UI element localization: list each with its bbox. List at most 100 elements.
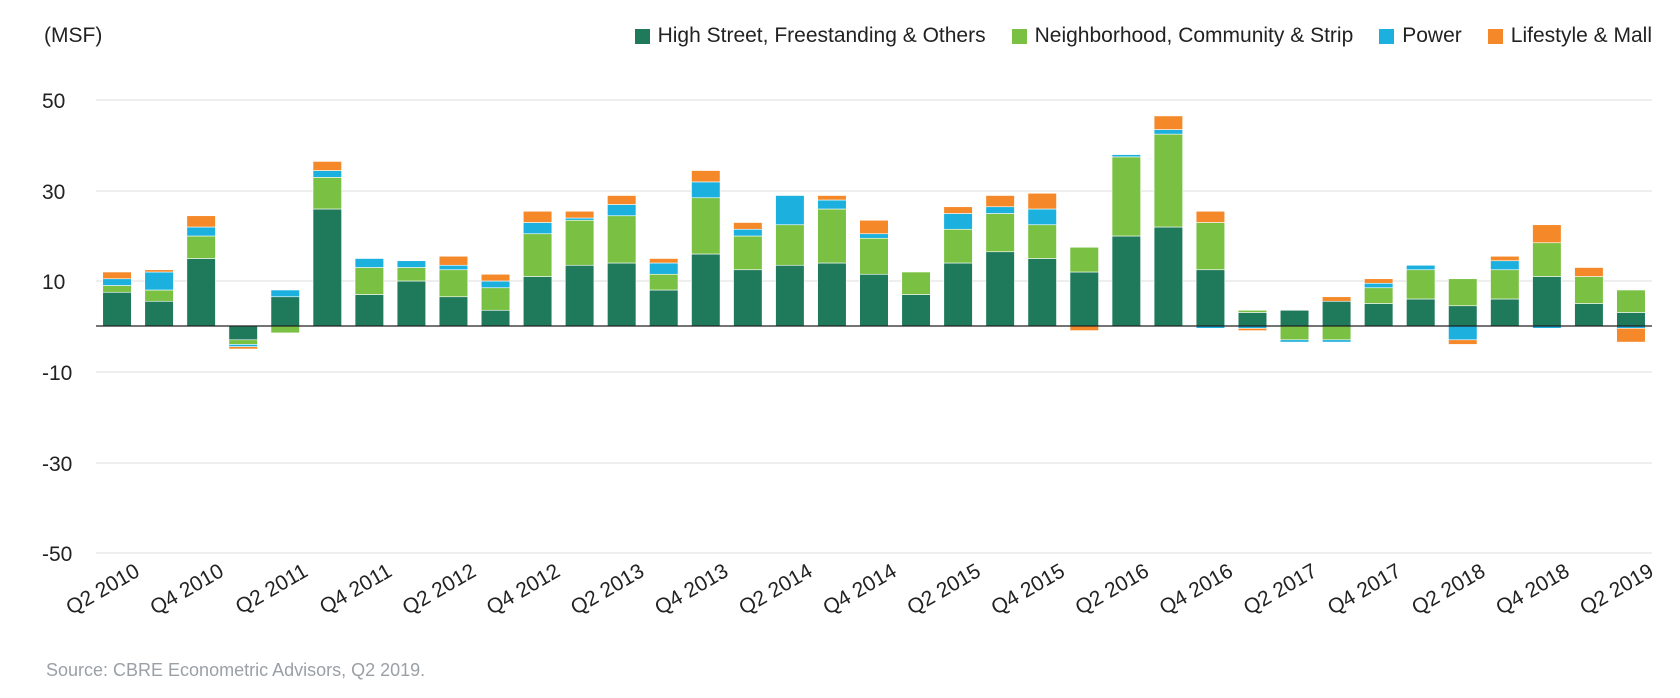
legend-label-high-street: High Street, Freestanding & Others — [657, 24, 986, 47]
x-tick-label: Q2 2010 — [62, 559, 143, 619]
bar-segment — [1069, 325, 1099, 331]
bar-segment — [649, 258, 679, 264]
bar-segment — [186, 215, 216, 228]
bar-segment — [985, 195, 1015, 208]
bar-segment — [270, 289, 300, 298]
bar-segment — [1406, 264, 1436, 271]
legend-swatch-high-street — [634, 28, 650, 44]
legend-label-lifestyle: Lifestyle & Mall — [1510, 24, 1652, 47]
bar-segment — [396, 280, 427, 327]
bar-segment — [522, 233, 553, 277]
bar-segment — [1027, 224, 1057, 259]
bar-segment — [565, 217, 595, 221]
bar-segment — [1532, 242, 1562, 277]
x-tick-label: Q4 2018 — [1492, 559, 1573, 619]
bar-segment — [1279, 325, 1310, 341]
bar-segment — [438, 255, 469, 266]
bar-segment — [186, 235, 216, 259]
bar-segment — [1111, 235, 1141, 327]
bar-segment — [607, 262, 637, 327]
bar-segment — [607, 215, 637, 264]
x-tick-label: Q2 2014 — [735, 559, 817, 619]
x-tick-label: Q4 2010 — [146, 559, 227, 619]
bar-segment — [186, 258, 216, 327]
y-axis: 50 30 10 -10 -30 -50 — [42, 90, 72, 566]
x-tick-label: Q2 2017 — [1240, 559, 1321, 619]
bar-segment — [1490, 260, 1520, 271]
bar-segment — [649, 273, 679, 291]
bar-segment — [943, 206, 973, 214]
bar-segment — [1279, 309, 1310, 327]
bar-segment — [228, 325, 258, 341]
bar-segment — [102, 271, 132, 280]
bar-segment — [1616, 312, 1646, 327]
bar-segment — [480, 280, 511, 289]
bar-segment — [438, 264, 469, 271]
legend-item-lifestyle: Lifestyle & Mall — [1487, 24, 1652, 48]
bar-segment — [1322, 296, 1352, 302]
bar-segment — [1027, 192, 1057, 210]
bar-segment — [1574, 267, 1604, 277]
bar-segment — [1322, 300, 1352, 327]
bar-segment — [102, 285, 132, 293]
x-tick-label: Q4 2014 — [819, 559, 901, 619]
bar-segment — [733, 235, 763, 271]
source-note: Source: CBRE Econometric Advisors, Q2 20… — [46, 660, 426, 680]
bar-segment — [817, 262, 847, 327]
bar-segment — [480, 309, 511, 327]
x-axis: Q2 2010 Q4 2010 Q2 2011 Q4 2011 Q2 2012 Q4 20… — [62, 559, 1657, 619]
legend-label-neighborhood: Neighborhood, Community & Strip — [1034, 24, 1354, 47]
bar-segment — [943, 228, 973, 264]
bar-segment — [270, 296, 300, 327]
bar-segment — [522, 276, 553, 327]
bar-segment — [1574, 303, 1604, 327]
bar-segment — [691, 181, 721, 199]
bar-segment — [985, 251, 1015, 327]
bar-segment — [522, 222, 553, 235]
x-tick-label: Q4 2013 — [651, 559, 732, 619]
bar-segment — [1616, 289, 1646, 313]
bar-segment — [733, 269, 763, 327]
bar-segment — [1195, 222, 1226, 271]
legend: High Street, Freestanding & Others Neigh… — [634, 24, 1652, 48]
legend-item-power: Power — [1379, 24, 1462, 48]
bar-segment — [312, 170, 342, 178]
bar-segment — [817, 208, 847, 264]
bar-segment — [1153, 133, 1183, 228]
bar-segment — [901, 294, 931, 327]
bar-segment — [943, 213, 973, 230]
bar-segment — [312, 161, 342, 171]
bar-segment — [1448, 339, 1478, 345]
x-tick-label: Q2 2011 — [232, 559, 312, 618]
bar-segment — [312, 177, 342, 210]
x-tick-label: Q2 2019 — [1576, 559, 1657, 619]
bar-segment — [1237, 312, 1268, 327]
legend-swatch-neighborhood — [1011, 28, 1027, 44]
bar-segment — [1069, 271, 1099, 327]
bar-segment — [1195, 269, 1226, 327]
legend-swatch-lifestyle — [1487, 28, 1503, 44]
y-tick-label: -30 — [42, 453, 72, 476]
bar-segment — [649, 289, 679, 327]
bar-segment — [859, 273, 889, 327]
x-tick-label: Q2 2016 — [1072, 559, 1153, 619]
bar-segment — [186, 226, 216, 237]
y-tick-label: 30 — [42, 181, 65, 204]
bar-segment — [565, 219, 595, 266]
bar-segment — [1364, 278, 1394, 284]
bar-segment — [1616, 327, 1646, 343]
y-unit-label: (MSF) — [44, 24, 103, 47]
bar-segment — [565, 264, 595, 327]
y-tick-label: -50 — [42, 543, 72, 566]
bar-segment — [565, 210, 595, 219]
bar-segment — [354, 294, 384, 327]
x-tick-label: Q4 2011 — [316, 559, 396, 618]
bar-segment — [691, 170, 721, 183]
bar-segment — [691, 253, 721, 327]
bar-segment — [144, 289, 174, 302]
bar-segment — [1448, 305, 1478, 327]
bar-segment — [354, 258, 384, 268]
x-tick-label: Q4 2016 — [1156, 559, 1237, 619]
x-tick-label: Q2 2012 — [399, 559, 480, 619]
